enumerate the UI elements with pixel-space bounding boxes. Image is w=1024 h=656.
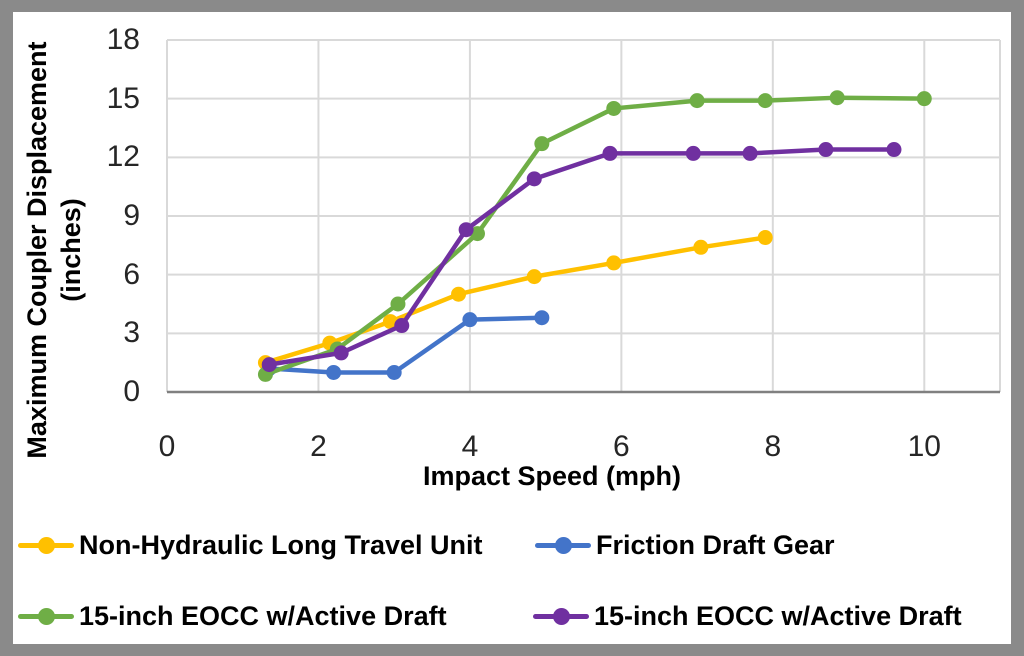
data-point [534,310,550,326]
y-tick-label: 3 [123,316,140,350]
data-point [469,226,485,242]
legend-label: Non-Hydraulic Long Travel Unit [79,530,483,560]
y-tick-label: 12 [106,140,140,174]
data-point [526,171,542,187]
data-point [602,145,618,161]
legend-label: Friction Draft Gear [596,530,835,560]
legend-marker-dot [38,608,55,625]
data-point [829,90,845,106]
data-point [685,145,701,161]
data-point [693,239,709,255]
y-tick-label: 0 [123,375,140,408]
data-point [606,100,622,116]
x-tick-label: 2 [310,430,327,463]
data-point [326,364,342,380]
x-tick-label: 0 [158,430,176,463]
data-point [886,142,902,158]
legend-marker-line [533,608,589,625]
legend-item-eocc-active-draft-purple: 15-inch EOCC w/Active Draft [533,601,962,632]
data-point [462,312,478,328]
data-point [382,314,398,330]
series-2 [257,90,932,382]
legend-marker-line [18,537,74,554]
series-line [266,147,897,367]
legend-label: 15-inch EOCC w/Active Draft [79,601,447,631]
data-point [394,318,410,334]
data-point [333,345,349,361]
data-point [386,364,402,380]
y-tick-label: 9 [123,199,140,232]
data-point [458,222,474,238]
legend-marker-dot [555,537,572,554]
legend-label: 15-inch EOCC w/Active Draft [594,601,962,631]
data-point [689,93,705,109]
series-3 [261,142,902,373]
chart-panel [13,12,1011,644]
data-point [757,93,773,109]
data-point [390,296,406,312]
legend-item-eocc-active-draft-green: 15-inch EOCC w/Active Draft [18,601,447,632]
legend-item-friction-draft-gear: Friction Draft Gear [535,530,835,561]
series-line [263,95,927,377]
y-tick-label: 6 [123,257,140,291]
x-tick-label: 4 [461,430,479,463]
data-point [916,91,932,107]
data-point [534,136,550,152]
x-tick-label: 8 [764,430,782,463]
data-point [818,142,834,158]
data-point [451,286,467,302]
legend-marker-dot [38,537,55,554]
x-tick-label: 6 [613,430,630,463]
series-line [263,235,768,365]
x-tick-label: 10 [907,430,941,463]
data-point [261,357,277,373]
x-axis-title: Impact Speed (mph) [422,461,682,491]
y-axis-title: Maximum Coupler Displacement (inches) [22,41,86,459]
data-point [742,145,758,161]
legend-marker-line [535,537,591,554]
y-tick-label: 18 [106,23,140,56]
data-point [606,255,622,271]
legend-marker-dot [553,608,570,625]
data-point [757,230,773,246]
y-tick-label: 15 [106,81,140,115]
data-point [526,269,542,285]
series-0 [257,230,773,371]
legend-item-non-hydraulic-long-travel-unit: Non-Hydraulic Long Travel Unit [18,530,483,561]
legend-marker-line [18,608,74,625]
